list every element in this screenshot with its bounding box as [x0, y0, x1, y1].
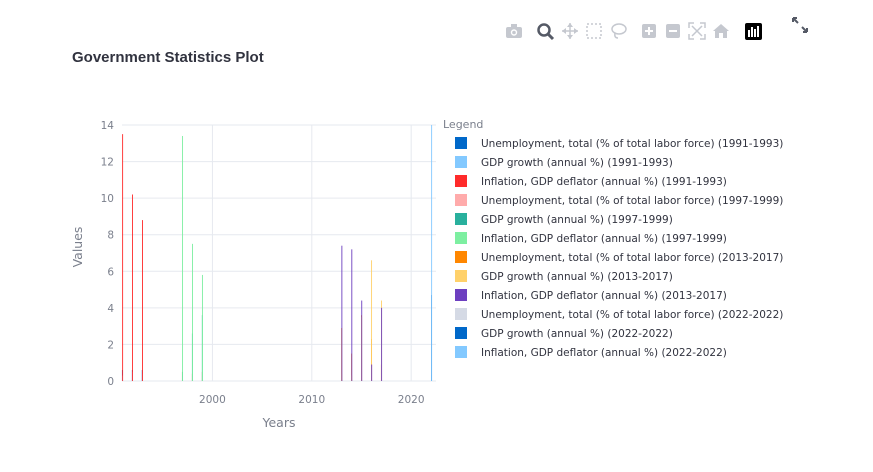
box-select-icon[interactable] — [586, 23, 602, 39]
chart-title: Government Statistics Plot — [72, 49, 264, 66]
zoom-out-icon[interactable] — [666, 24, 680, 38]
legend-item[interactable]: Inflation, GDP deflator (annual %) (1991… — [455, 175, 727, 188]
legend-swatch — [455, 308, 467, 320]
bar[interactable] — [351, 249, 353, 381]
y-tick-label: 6 — [107, 266, 114, 278]
y-axis-title: Values — [70, 227, 85, 268]
autoscale-icon[interactable] — [688, 22, 706, 40]
bar[interactable] — [132, 194, 133, 381]
pan-icon[interactable] — [562, 23, 578, 39]
legend-label: GDP growth (annual %) (1991-1993) — [481, 157, 673, 169]
bar[interactable] — [371, 260, 373, 381]
legend-item[interactable]: GDP growth (annual %) (1991-1993) — [455, 156, 673, 169]
legend-swatch — [455, 175, 467, 187]
y-tick-label: 2 — [107, 339, 114, 351]
legend-label: Inflation, GDP deflator (annual %) (1991… — [481, 176, 727, 188]
legend-swatch — [455, 346, 467, 358]
legend-label: Unemployment, total (% of total labor fo… — [481, 252, 783, 264]
legend-swatch — [455, 251, 467, 263]
lasso-select-icon[interactable] — [611, 23, 627, 39]
legend-label: GDP growth (annual %) (1997-1999) — [481, 214, 673, 226]
bar[interactable] — [371, 364, 373, 381]
reset-axes-icon[interactable] — [713, 24, 729, 38]
legend-swatch — [455, 137, 467, 149]
modebar — [506, 17, 808, 41]
legend-label: Inflation, GDP deflator (annual %) (2022… — [481, 347, 727, 359]
legend-label: GDP growth (annual %) (2013-2017) — [481, 271, 673, 283]
bar[interactable] — [122, 134, 124, 381]
legend-item[interactable]: Unemployment, total (% of total labor fo… — [455, 251, 783, 264]
legend-label: Inflation, GDP deflator (annual %) (2013… — [481, 290, 727, 302]
x-tick-label: 2010 — [298, 394, 325, 406]
legend-item[interactable]: Unemployment, total (% of total labor fo… — [455, 137, 783, 150]
legend-item[interactable]: Inflation, GDP deflator (annual %) (2022… — [455, 346, 727, 359]
x-axis-ticks: 2000 2010 2020 — [199, 394, 424, 406]
fullscreen-icon[interactable] — [792, 17, 808, 33]
legend-item[interactable]: GDP growth (annual %) (1997-1999) — [455, 213, 673, 226]
legend-label: Unemployment, total (% of total labor fo… — [481, 309, 783, 321]
y-axis-ticks: 0 2 4 6 8 10 12 14 — [101, 120, 115, 388]
legend-swatch — [455, 213, 467, 225]
legend-item[interactable]: GDP growth (annual %) (2022-2022) — [455, 327, 673, 340]
y-tick-label: 0 — [107, 376, 114, 388]
bar[interactable] — [361, 300, 363, 381]
legend-item[interactable]: Unemployment, total (% of total labor fo… — [455, 194, 783, 207]
x-tick-label: 2020 — [398, 394, 425, 406]
legend-item[interactable]: Unemployment, total (% of total labor fo… — [455, 308, 783, 321]
bar[interactable] — [192, 243, 193, 381]
legend-item[interactable]: GDP growth (annual %) (2013-2017) — [455, 270, 673, 283]
x-tick-label: 2000 — [199, 394, 226, 406]
legend-swatch — [455, 289, 467, 301]
bar[interactable] — [341, 245, 343, 381]
y-tick-label: 10 — [101, 193, 114, 205]
legend-label: Unemployment, total (% of total labor fo… — [481, 195, 783, 207]
zoom-icon[interactable] — [537, 23, 555, 41]
legend-title: Legend — [443, 118, 483, 131]
legend-swatch — [455, 270, 467, 282]
grid-lines — [122, 124, 436, 382]
y-tick-label: 4 — [107, 303, 114, 315]
legend-swatch — [455, 156, 467, 168]
y-tick-label: 14 — [101, 120, 115, 132]
bar[interactable] — [381, 307, 383, 381]
y-tick-label: 8 — [107, 230, 114, 242]
plotly-logo-icon[interactable] — [745, 23, 762, 40]
legend-item[interactable]: Inflation, GDP deflator (annual %) (1997… — [455, 232, 727, 245]
bar[interactable] — [431, 125, 433, 381]
x-axis-title: Years — [262, 415, 296, 430]
legend: Legend Unemployment, total (% of total l… — [443, 118, 783, 359]
legend-item[interactable]: Inflation, GDP deflator (annual %) (2013… — [455, 289, 727, 302]
camera-icon[interactable] — [506, 24, 522, 38]
zoom-in-icon[interactable] — [642, 24, 656, 38]
legend-label: Inflation, GDP deflator (annual %) (1997… — [481, 233, 727, 245]
legend-swatch — [455, 194, 467, 206]
legend-label: Unemployment, total (% of total labor fo… — [481, 138, 783, 150]
legend-label: GDP growth (annual %) (2022-2022) — [481, 328, 673, 340]
bars — [121, 125, 433, 381]
legend-swatch — [455, 327, 467, 339]
bar[interactable] — [142, 220, 143, 381]
legend-swatch — [455, 232, 467, 244]
bar[interactable] — [201, 274, 203, 381]
y-tick-label: 12 — [101, 157, 114, 169]
bar[interactable] — [182, 135, 184, 381]
